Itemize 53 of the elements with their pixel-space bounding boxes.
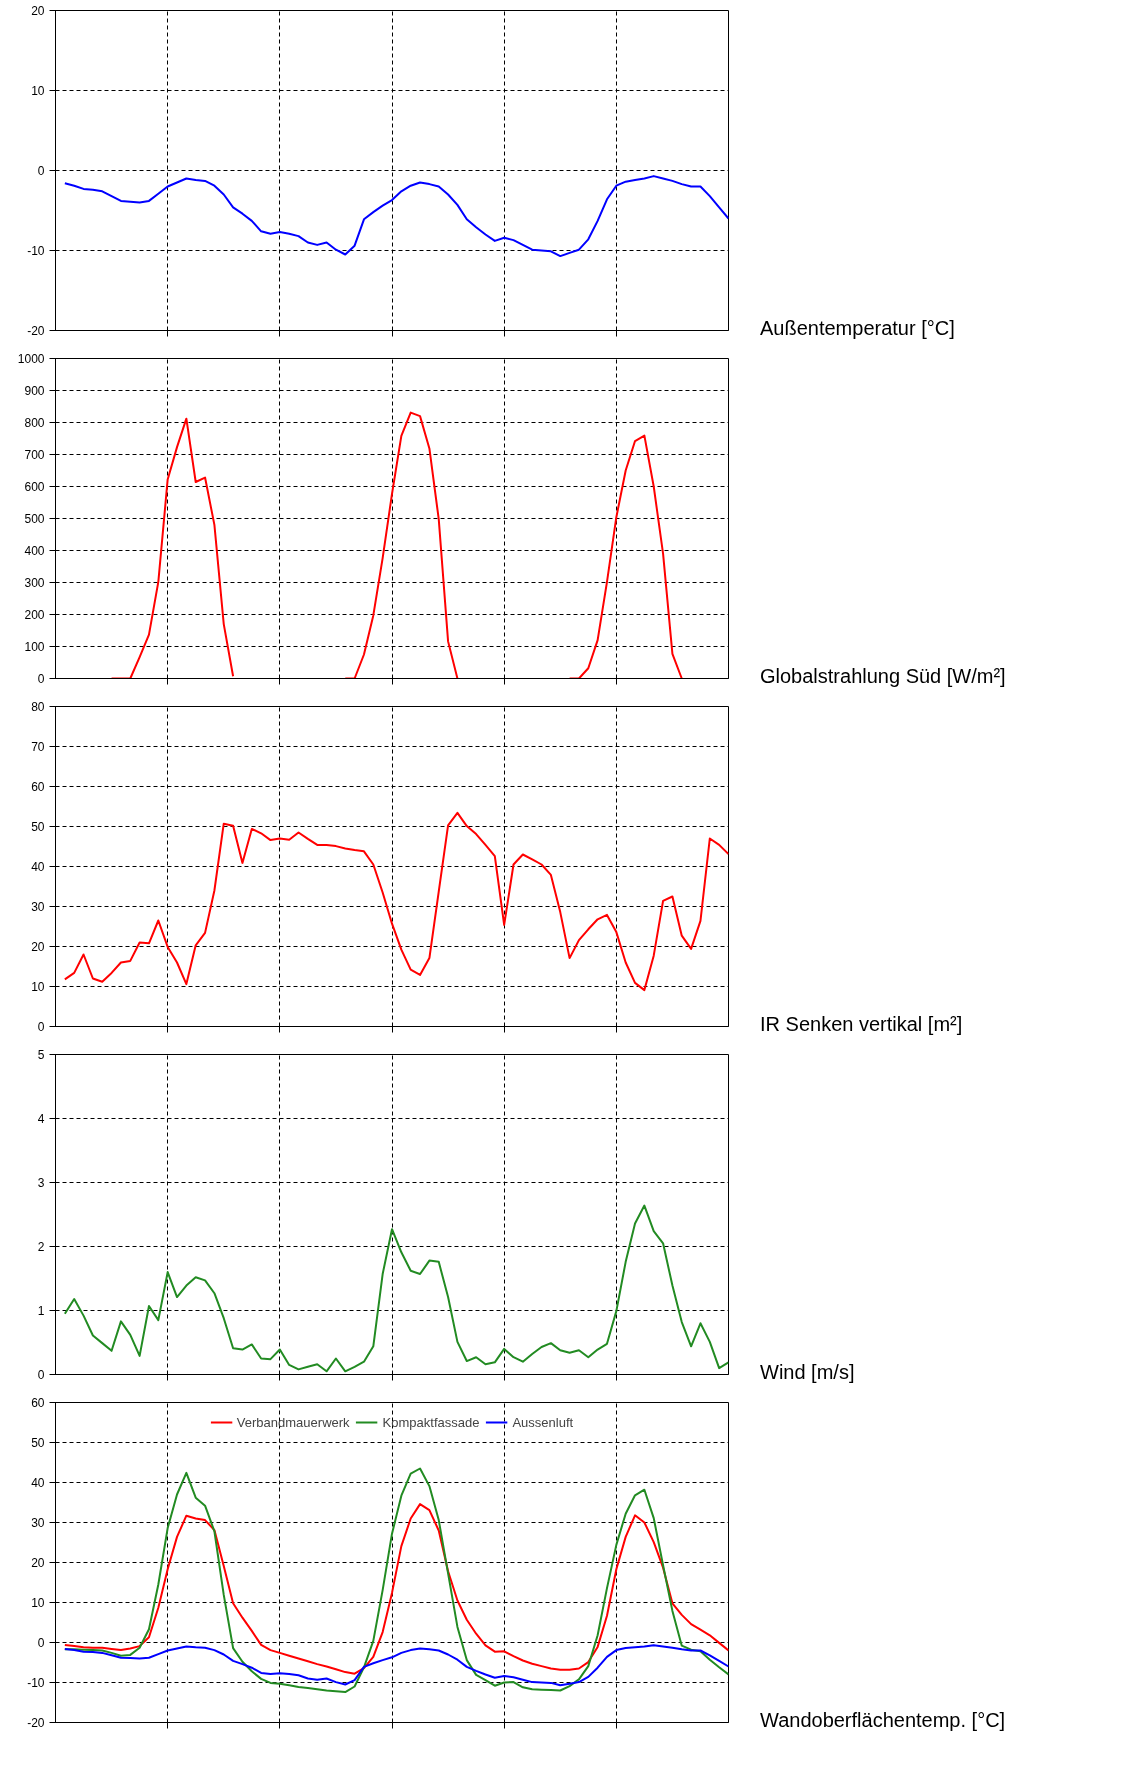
y-tick-label: 60 — [31, 1396, 45, 1410]
y-tick-label: -10 — [27, 244, 45, 258]
y-tick-label: 700 — [24, 448, 45, 462]
y-tick-label: 2 — [37, 1240, 45, 1254]
y-axis-title: IR Senken vertikal [m²] — [760, 1012, 963, 1038]
y-tick-label: 20 — [31, 940, 45, 954]
y-tick-label: 10 — [31, 84, 45, 98]
y-tick-label: 70 — [31, 740, 45, 754]
y-tick-label: 0 — [37, 1636, 45, 1650]
y-axis-title: Wandoberflächentemp. [°C] — [760, 1708, 1006, 1734]
y-tick-label: 50 — [31, 820, 45, 834]
y-tick-label: 20 — [31, 4, 45, 18]
y-tick-label: 10 — [31, 1596, 45, 1610]
y-tick-label: 600 — [24, 480, 45, 494]
y-tick-label: 500 — [24, 512, 45, 526]
y-tick-label: 4 — [37, 1112, 45, 1126]
y-tick-label: 0 — [37, 164, 45, 178]
y-tick-label: 400 — [24, 544, 45, 558]
y-tick-label: 50 — [31, 1436, 45, 1450]
y-tick-label: -20 — [27, 324, 45, 338]
y-tick-label: 1000 — [17, 352, 45, 366]
y-axis-title: Wind [m/s] — [760, 1360, 855, 1386]
y-tick-label: 200 — [24, 608, 45, 622]
y-tick-label: 0 — [37, 672, 45, 686]
y-tick-label: -20 — [27, 1716, 45, 1730]
y-tick-label: 300 — [24, 576, 45, 590]
y-tick-label: 30 — [31, 900, 45, 914]
line-series — [63, 1503, 729, 1675]
y-tick-label: 3 — [37, 1176, 45, 1190]
legend-label: Aussenluft — [512, 1414, 574, 1430]
y-tick-label: 20 — [31, 1556, 45, 1570]
y-tick-label: 0 — [37, 1020, 45, 1034]
y-tick-label: 30 — [31, 1516, 45, 1530]
y-tick-label: 5 — [37, 1048, 45, 1062]
line-series — [63, 811, 729, 992]
y-tick-label: 60 — [31, 780, 45, 794]
y-tick-label: 40 — [31, 1476, 45, 1490]
y-tick-label: 80 — [31, 700, 45, 714]
y-tick-label: 40 — [31, 860, 45, 874]
legend-label: Kompaktfassade — [382, 1414, 480, 1430]
legend-label: Verbandmauerwerk — [236, 1414, 350, 1430]
y-tick-label: 10 — [31, 980, 45, 994]
line-series — [63, 1204, 729, 1373]
y-tick-label: -10 — [27, 1676, 45, 1690]
y-axis-title: Außentemperatur [°C] — [760, 316, 955, 342]
line-series — [63, 175, 729, 258]
y-tick-label: 100 — [24, 640, 45, 654]
y-tick-label: 0 — [37, 1368, 45, 1382]
y-tick-label: 1 — [37, 1304, 45, 1318]
y-axis-title: Globalstrahlung Süd [W/m²] — [760, 664, 1006, 690]
y-tick-label: 800 — [24, 416, 45, 430]
line-series — [63, 1644, 729, 1687]
y-tick-label: 900 — [24, 384, 45, 398]
